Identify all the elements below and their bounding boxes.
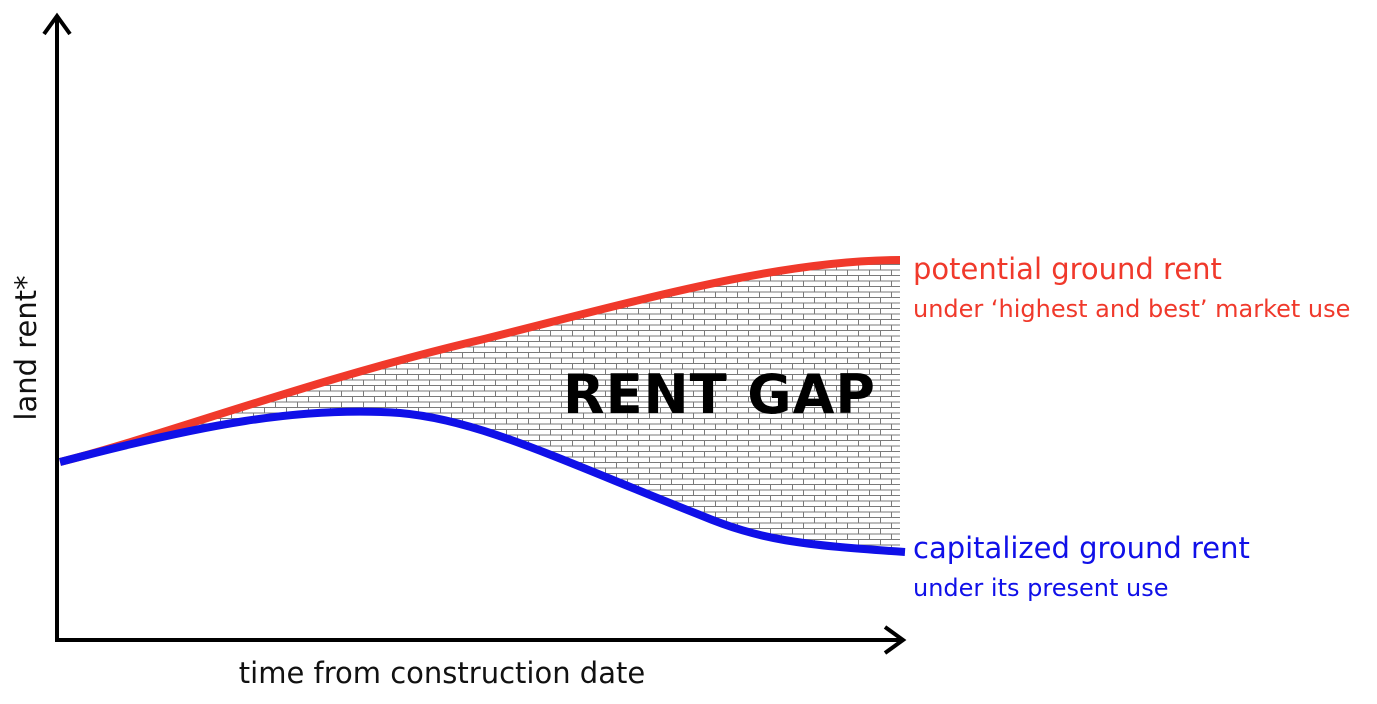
capitalized-ground-rent-curve (58, 407, 906, 556)
capitalized-curve-label: capitalized ground rent (913, 531, 1250, 565)
rent-gap-area (60, 260, 900, 552)
x-axis-label: time from construction date (239, 656, 645, 690)
capitalized-curve-sublabel: under its present use (913, 574, 1168, 602)
potential-curve-label: potential ground rent (913, 252, 1222, 286)
y-axis (42, 12, 72, 642)
y-axis-label: land rent* (9, 275, 43, 420)
rent-gap-label: RENT GAP (563, 363, 876, 426)
potential-curve-sublabel: under ‘highest and best’ market use (913, 295, 1350, 323)
potential-ground-rent-curve (59, 256, 901, 466)
x-axis (55, 625, 907, 655)
